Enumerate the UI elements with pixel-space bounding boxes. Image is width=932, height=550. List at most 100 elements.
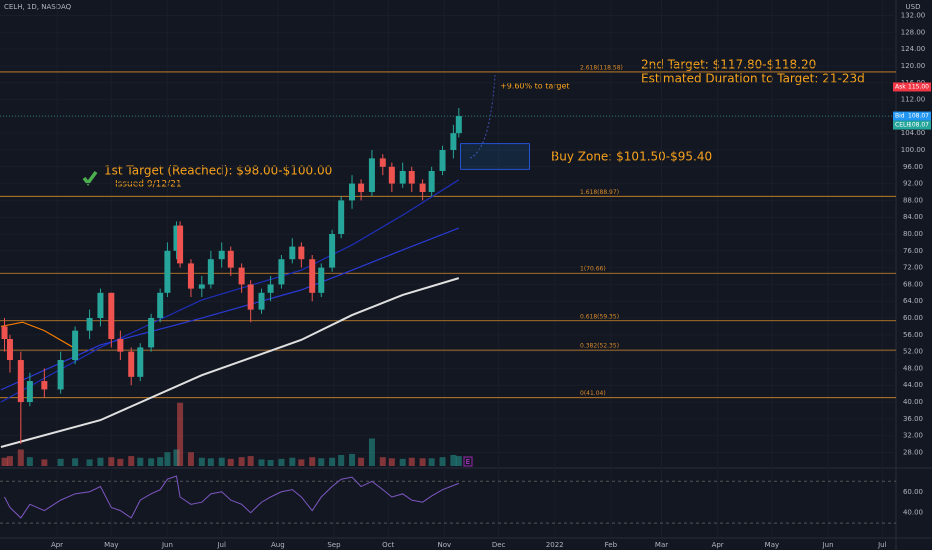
candle-body xyxy=(97,292,104,319)
price-tag xyxy=(893,120,931,130)
volume-bar xyxy=(318,458,325,466)
y-tick-label: 60.00 xyxy=(903,314,923,322)
candle-body xyxy=(137,347,144,377)
candle-body xyxy=(6,339,13,361)
volume-bar xyxy=(72,458,79,466)
candle-body xyxy=(358,183,365,192)
volume-bar xyxy=(289,457,296,466)
annotation: 1st Target (Reached): $98.00-$100.00 xyxy=(104,164,332,178)
candle-body xyxy=(218,250,225,260)
candle-body xyxy=(128,351,135,377)
volume-bar xyxy=(329,457,336,466)
volume-bar xyxy=(137,457,144,466)
candle-body xyxy=(57,360,64,390)
y-tick-label: 92.00 xyxy=(903,180,923,188)
buy-zone xyxy=(460,143,530,170)
candle-body xyxy=(428,170,435,192)
volume-bar xyxy=(41,459,48,466)
x-tick-label: May xyxy=(104,541,118,549)
volume-bar xyxy=(450,455,457,466)
candle-body xyxy=(338,200,345,234)
price-tag-name: Bid xyxy=(895,113,905,120)
volume-bar xyxy=(278,458,285,466)
candle-body xyxy=(164,250,171,293)
volume-bar xyxy=(258,459,265,466)
candle-body xyxy=(117,339,124,352)
volume-bar xyxy=(439,457,446,466)
candle-body xyxy=(26,381,33,403)
y-tick-label: 68.00 xyxy=(903,280,923,288)
y-tick-label: 104.00 xyxy=(901,129,926,137)
y-tick-label: 32.00 xyxy=(903,432,923,440)
y-tick-label: 80.00 xyxy=(903,230,923,238)
annotation: Estimated Duration to Target: 21-23d xyxy=(641,72,865,86)
x-tick-label: Jun xyxy=(161,541,173,549)
x-tick-label: Mar xyxy=(655,541,668,549)
x-tick-label: Dec xyxy=(492,541,506,549)
candle-body xyxy=(289,246,296,260)
rsi-tick-label: 40.00 xyxy=(903,509,923,517)
candle-body xyxy=(439,149,446,171)
x-tick-label: Feb xyxy=(605,541,618,549)
candle-body xyxy=(258,292,265,310)
volume-bar xyxy=(57,458,64,466)
volume-bar xyxy=(399,458,406,466)
y-tick-label: 44.00 xyxy=(903,381,923,389)
volume-bar xyxy=(198,457,205,466)
price-tag-value: 115.00 xyxy=(908,83,929,90)
candle-body xyxy=(72,330,79,361)
volume-bar xyxy=(309,457,316,466)
moving-average xyxy=(0,277,460,448)
y-tick-label: 112.00 xyxy=(901,96,926,104)
volume-bar xyxy=(298,459,305,466)
candle-body xyxy=(379,158,386,167)
y-tick-label: 96.00 xyxy=(903,163,923,171)
candle-body xyxy=(187,263,194,289)
currency: USD xyxy=(906,3,921,11)
price-tag xyxy=(893,111,931,121)
volume-bar xyxy=(388,458,395,466)
candle-body xyxy=(267,284,274,293)
volume-bar xyxy=(247,456,254,466)
candle-body xyxy=(157,292,164,319)
price-tag-value: 108.07 xyxy=(908,113,929,120)
fib-label: 1.618(88.97) xyxy=(580,189,619,196)
volume-bar xyxy=(86,459,93,466)
y-tick-label: 64.00 xyxy=(903,297,923,305)
volume-bar xyxy=(379,457,386,466)
volume-bar xyxy=(207,458,214,466)
volume-bar xyxy=(187,452,194,466)
volume-bar xyxy=(117,458,124,466)
y-tick-label: 124.00 xyxy=(901,45,926,53)
annotation: +9.60% to target xyxy=(500,82,570,91)
x-tick-label: Sep xyxy=(327,541,341,549)
moving-average xyxy=(0,321,74,348)
projection-path xyxy=(469,74,496,159)
y-tick-label: 36.00 xyxy=(903,415,923,423)
candle-body xyxy=(455,116,462,134)
candle-body xyxy=(368,158,375,192)
candle-body xyxy=(298,246,305,260)
volume-bar xyxy=(164,452,171,466)
volume-bar xyxy=(358,457,365,466)
volume-bar xyxy=(148,458,155,466)
y-tick-label: 48.00 xyxy=(903,364,923,372)
candle-body xyxy=(227,250,234,268)
x-tick-label: Jul xyxy=(216,541,226,549)
candle-body xyxy=(238,267,245,285)
candle-body xyxy=(177,225,184,264)
price-tag xyxy=(893,82,931,92)
volume-bar xyxy=(419,458,426,466)
candle-body xyxy=(108,292,115,340)
moving-average xyxy=(0,179,460,403)
candle-body xyxy=(278,259,285,285)
candle-body xyxy=(309,259,316,293)
volume-bar xyxy=(26,457,33,466)
candle-body xyxy=(173,225,180,251)
annotation: Buy Zone: $101.50-$95.40 xyxy=(551,150,712,164)
volume-bar xyxy=(227,458,234,466)
volume-bar xyxy=(177,402,184,466)
volume-bar xyxy=(128,456,135,466)
